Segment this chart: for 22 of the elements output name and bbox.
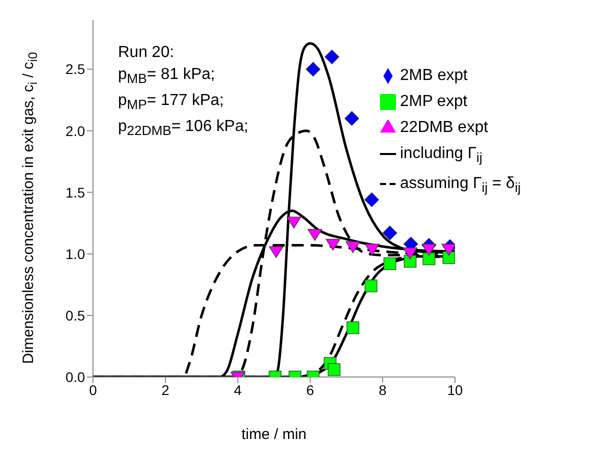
legend-label: 22DMB expt: [400, 119, 488, 136]
annotation: p$_{MB}$= 81 kPa;: [118, 65, 216, 88]
y-tick-label: 2.0: [66, 122, 86, 139]
y-tick-label: 2.5: [66, 61, 86, 78]
x-tick-label: 10: [447, 382, 463, 398]
x-tick-label: 6: [306, 382, 314, 398]
x-tick-label: 8: [378, 382, 387, 398]
annotation: p$_{MP}$= 177 kPa;: [118, 91, 225, 114]
x-tick-label: 0: [89, 382, 98, 398]
y-tick-label: 0.5: [66, 307, 86, 324]
legend-label: 2MB expt: [400, 67, 468, 84]
legend-label: assuming Γ$_{ij}$ = δ$_{ij}$: [400, 175, 521, 196]
y-tick-label: 0.0: [66, 368, 86, 385]
x-tick-label: 4: [234, 382, 242, 398]
y-tick-label: 1.5: [66, 184, 86, 200]
x-axis-title: time / min: [240, 426, 308, 443]
annotation: Run 20:: [118, 43, 176, 63]
x-tick-label: 2: [162, 382, 170, 398]
legend-label: 2MP expt: [400, 93, 468, 110]
y-tick-label: 1.0: [66, 246, 86, 262]
legend-label: including Γ$_{ij}$: [400, 145, 482, 166]
annotation: p$_{22DMB}$= 106 kPa;: [118, 117, 248, 141]
